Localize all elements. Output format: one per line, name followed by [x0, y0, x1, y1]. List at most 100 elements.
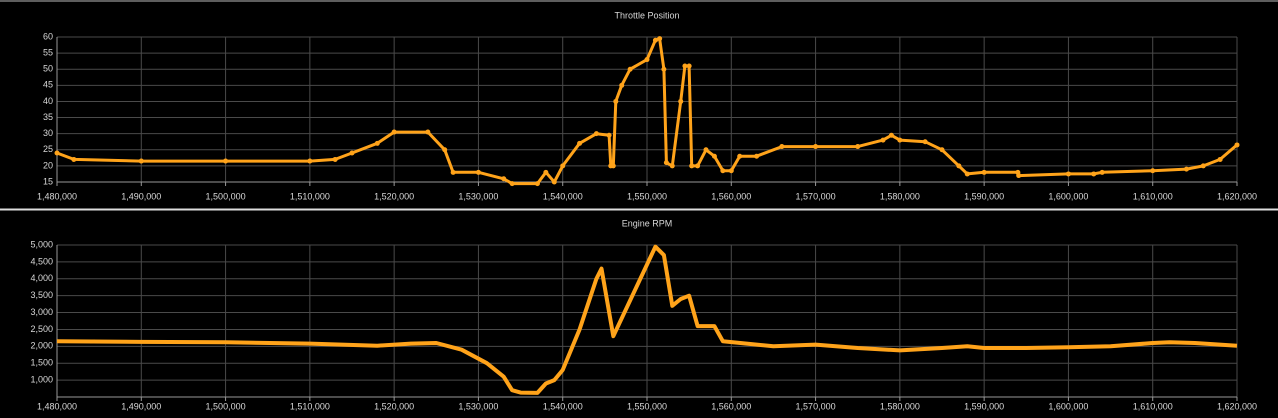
x-tick-label: 1,610,000 — [1133, 191, 1173, 201]
data-point — [880, 137, 886, 143]
y-tick-label: 40 — [43, 96, 53, 106]
data-point — [981, 169, 987, 175]
data-point — [349, 150, 355, 156]
x-tick-label: 1,600,000 — [1048, 191, 1088, 201]
x-tick-label: 1,620,000 — [1217, 191, 1257, 201]
x-tick-label: 1,570,000 — [796, 191, 836, 201]
data-point — [442, 147, 448, 153]
data-point — [374, 140, 380, 146]
data-point — [391, 129, 397, 135]
y-tick-label: 3,500 — [30, 290, 53, 300]
data-point — [956, 163, 962, 169]
x-tick-label: 1,620,000 — [1217, 401, 1257, 411]
x-tick-label: 1,610,000 — [1133, 401, 1173, 411]
data-point — [1016, 173, 1022, 179]
data-point — [728, 168, 734, 174]
data-point — [720, 168, 726, 174]
data-point — [897, 137, 903, 143]
chart-title: Engine RPM — [622, 218, 673, 228]
x-tick-label: 1,570,000 — [796, 401, 836, 411]
data-point — [754, 153, 760, 159]
y-tick-label: 3,000 — [30, 307, 53, 317]
data-point — [1217, 156, 1223, 162]
x-tick-label: 1,530,000 — [458, 401, 498, 411]
data-point — [610, 163, 616, 169]
data-point — [509, 181, 515, 187]
chart-title: Throttle Position — [614, 10, 679, 20]
data-point — [223, 158, 229, 164]
x-tick-label: 1,510,000 — [290, 191, 330, 201]
data-point — [501, 176, 507, 182]
data-point — [1091, 171, 1097, 177]
y-tick-label: 5,000 — [30, 239, 53, 249]
y-tick-label: 30 — [43, 128, 53, 138]
y-tick-label: 50 — [43, 64, 53, 74]
data-point — [332, 156, 338, 162]
x-tick-label: 1,550,000 — [627, 191, 667, 201]
data-point — [450, 169, 456, 175]
data-point — [661, 66, 667, 72]
y-tick-label: 15 — [43, 176, 53, 186]
x-tick-label: 1,580,000 — [880, 191, 920, 201]
y-tick-label: 60 — [43, 31, 53, 41]
data-point — [669, 163, 675, 169]
data-point — [644, 57, 650, 63]
data-point — [613, 98, 619, 104]
y-tick-label: 4,000 — [30, 273, 53, 283]
x-tick-label: 1,540,000 — [543, 401, 583, 411]
y-tick-label: 2,000 — [30, 341, 53, 351]
x-tick-label: 1,600,000 — [1048, 401, 1088, 411]
y-tick-label: 1,000 — [30, 374, 53, 384]
data-point — [425, 129, 431, 135]
y-tick-label: 2,500 — [30, 324, 53, 334]
data-point — [695, 163, 701, 169]
data-point — [543, 169, 549, 175]
x-tick-label: 1,500,000 — [206, 401, 246, 411]
data-point — [560, 163, 566, 169]
data-point — [1150, 168, 1156, 174]
data-point — [54, 150, 60, 156]
data-point — [703, 147, 709, 153]
x-tick-label: 1,480,000 — [37, 401, 77, 411]
data-point — [1200, 163, 1206, 169]
data-point — [689, 163, 695, 169]
x-tick-label: 1,560,000 — [711, 191, 751, 201]
data-point — [619, 82, 625, 88]
data-line — [56, 244, 1238, 395]
x-tick-label: 1,540,000 — [543, 191, 583, 201]
x-tick-label: 1,480,000 — [37, 191, 77, 201]
data-point — [534, 181, 540, 187]
x-tick-label: 1,500,000 — [206, 191, 246, 201]
x-tick-label: 1,490,000 — [121, 191, 161, 201]
data-point — [964, 171, 970, 177]
data-point — [593, 131, 599, 137]
data-point — [627, 66, 633, 72]
data-point — [652, 37, 658, 43]
data-point — [1183, 166, 1189, 172]
x-tick-label: 1,510,000 — [290, 401, 330, 411]
x-tick-label: 1,490,000 — [121, 401, 161, 411]
data-point — [1234, 142, 1240, 148]
x-tick-label: 1,580,000 — [880, 401, 920, 411]
y-tick-label: 35 — [43, 112, 53, 122]
x-tick-label: 1,590,000 — [964, 401, 1004, 411]
x-tick-label: 1,530,000 — [458, 191, 498, 201]
x-tick-label: 1,550,000 — [627, 401, 667, 411]
data-point — [657, 36, 663, 42]
y-tick-label: 25 — [43, 144, 53, 154]
data-point — [1065, 171, 1071, 177]
data-point — [606, 132, 612, 138]
data-point — [711, 153, 717, 159]
x-tick-label: 1,520,000 — [374, 401, 414, 411]
data-point — [686, 63, 692, 69]
data-point — [779, 144, 785, 150]
y-tick-label: 55 — [43, 47, 53, 57]
x-tick-label: 1,560,000 — [711, 401, 751, 411]
data-point — [737, 153, 743, 159]
data-point — [939, 147, 945, 153]
y-tick-label: 1,500 — [30, 358, 53, 368]
data-point — [855, 144, 861, 150]
data-point — [138, 158, 144, 164]
data-point — [71, 156, 77, 162]
y-tick-label: 20 — [43, 160, 53, 170]
